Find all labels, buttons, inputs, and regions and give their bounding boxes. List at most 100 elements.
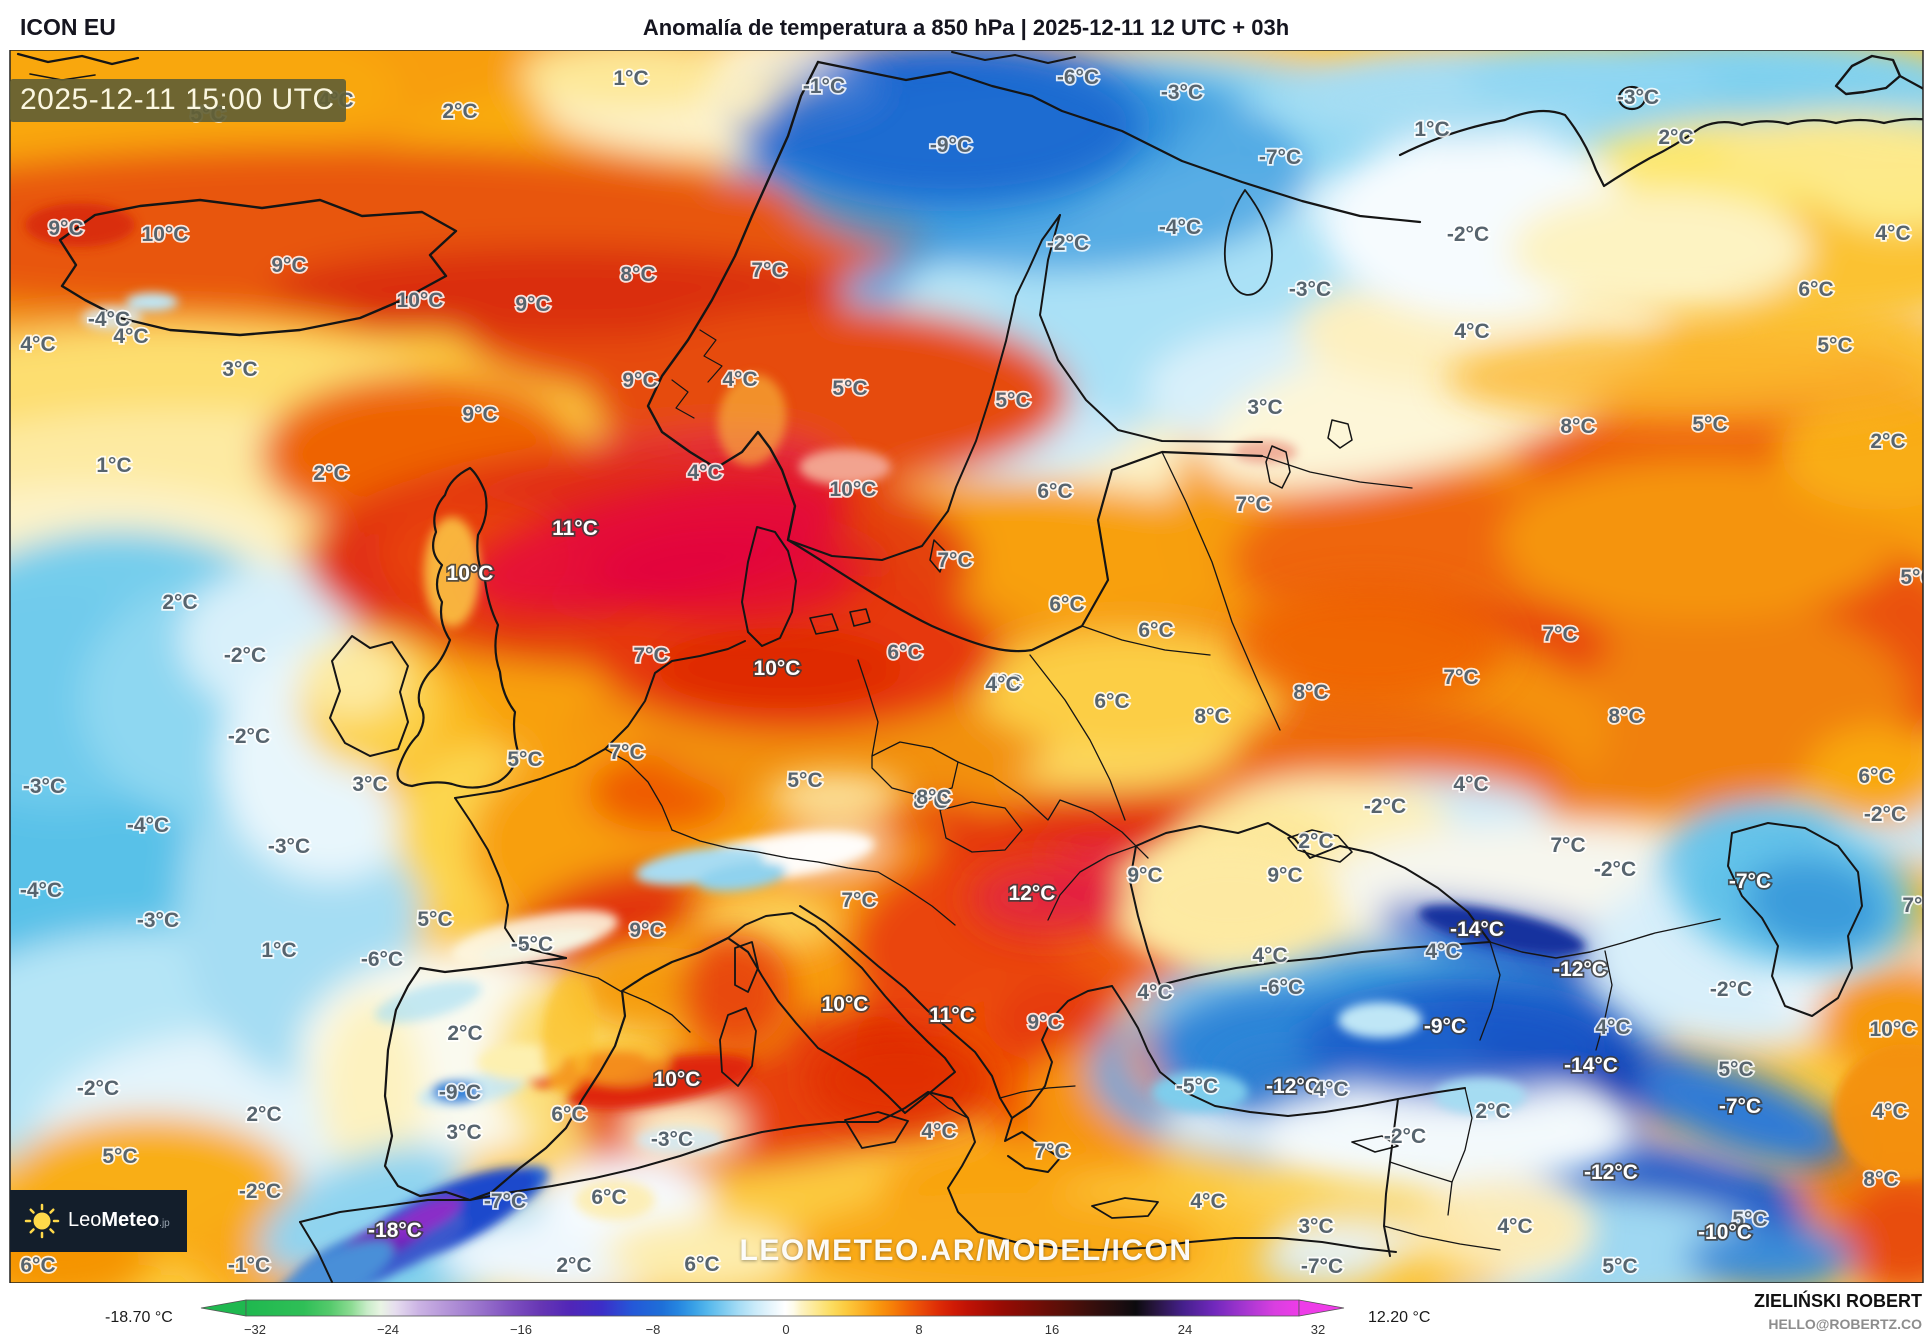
svg-text:4°C: 4°C <box>1875 222 1910 245</box>
svg-text:-2°C: -2°C <box>1364 795 1406 818</box>
svg-text:-7°C: -7°C <box>484 1190 526 1213</box>
svg-text:2°C: 2°C <box>1475 1100 1510 1123</box>
svg-text:5°C: 5°C <box>102 1145 137 1168</box>
svg-text:7°C: 7°C <box>841 889 876 912</box>
svg-text:-2°C: -2°C <box>1384 1125 1426 1148</box>
svg-text:6°C: 6°C <box>684 1253 719 1276</box>
svg-text:-6°C: -6°C <box>1057 66 1099 89</box>
svg-text:-1°C: -1°C <box>228 1254 270 1277</box>
svg-text:11°C: 11°C <box>929 1004 975 1027</box>
svg-text:4°C: 4°C <box>985 673 1020 696</box>
svg-text:2°C: 2°C <box>1298 830 1333 853</box>
svg-text:10°C: 10°C <box>654 1068 701 1091</box>
svg-text:9°C: 9°C <box>629 919 664 942</box>
svg-text:-2°C: -2°C <box>1710 978 1752 1001</box>
svg-text:7°C: 7°C <box>1902 894 1932 917</box>
svg-text:-5°C: -5°C <box>511 933 553 956</box>
svg-text:5°C: 5°C <box>995 389 1030 412</box>
svg-text:10°C: 10°C <box>822 993 869 1016</box>
svg-text:2°C: 2°C <box>447 1022 482 1045</box>
svg-text:7°C: 7°C <box>751 259 786 282</box>
svg-text:10°C: 10°C <box>1870 1018 1917 1041</box>
svg-text:4°C: 4°C <box>1497 1215 1532 1238</box>
svg-text:4°C: 4°C <box>1137 981 1172 1004</box>
svg-text:2°C: 2°C <box>246 1103 281 1126</box>
svg-text:4°C: 4°C <box>1313 1078 1348 1101</box>
svg-text:-2°C: -2°C <box>1047 232 1089 255</box>
svg-text:5°C: 5°C <box>507 748 542 771</box>
svg-text:-4°C: -4°C <box>127 814 169 837</box>
svg-text:9°C: 9°C <box>1267 864 1302 887</box>
svg-text:-3°C: -3°C <box>23 775 65 798</box>
svg-text:-3°C: -3°C <box>1289 278 1331 301</box>
svg-text:4°C: 4°C <box>20 333 55 356</box>
svg-text:5°C: 5°C <box>1900 566 1932 589</box>
svg-text:6°C: 6°C <box>1798 278 1833 301</box>
svg-text:10°C: 10°C <box>754 657 801 680</box>
svg-text:6°C: 6°C <box>1138 619 1173 642</box>
svg-text:2°C: 2°C <box>1870 430 1905 453</box>
svg-text:8°C: 8°C <box>620 263 655 286</box>
svg-text:1°C: 1°C <box>613 67 648 90</box>
svg-text:-18°C: -18°C <box>368 1219 422 1242</box>
svg-text:10°C: 10°C <box>397 289 444 312</box>
svg-text:1°C: 1°C <box>96 454 131 477</box>
svg-text:9°C: 9°C <box>271 254 306 277</box>
svg-text:6°C: 6°C <box>551 1103 586 1126</box>
svg-text:8°C: 8°C <box>1293 681 1328 704</box>
svg-text:4°C: 4°C <box>687 461 722 484</box>
svg-text:11°C: 11°C <box>552 517 598 540</box>
svg-text:-3°C: -3°C <box>268 835 310 858</box>
svg-text:-4°C: -4°C <box>1159 216 1201 239</box>
svg-text:-12°C: -12°C <box>1584 1161 1638 1184</box>
svg-text:4°C: 4°C <box>987 671 1022 694</box>
svg-text:-2°C: -2°C <box>1594 858 1636 881</box>
svg-text:-9°C: -9°C <box>439 1081 481 1104</box>
svg-text:4°C: 4°C <box>921 1120 956 1143</box>
svg-text:-2°C: -2°C <box>228 725 270 748</box>
svg-text:7°C: 7°C <box>1443 666 1478 689</box>
svg-text:3°C: 3°C <box>222 358 257 381</box>
svg-text:7°C: 7°C <box>1235 493 1270 516</box>
svg-text:-4°C: -4°C <box>20 879 62 902</box>
svg-text:-9°C: -9°C <box>1424 1015 1466 1038</box>
svg-text:2°C: 2°C <box>313 462 348 485</box>
svg-text:7°C: 7°C <box>1550 834 1585 857</box>
svg-text:8°C: 8°C <box>913 790 948 813</box>
svg-text:10°C: 10°C <box>142 223 189 246</box>
svg-text:8°C: 8°C <box>1608 705 1643 728</box>
svg-text:10°C: 10°C <box>830 478 877 501</box>
svg-text:7°C: 7°C <box>1542 623 1577 646</box>
svg-text:-9°C: -9°C <box>930 134 972 157</box>
svg-text:-14°C: -14°C <box>1564 1054 1618 1077</box>
svg-text:8°C: 8°C <box>1560 415 1595 438</box>
svg-text:5°C: 5°C <box>1692 413 1727 436</box>
svg-text:3°C: 3°C <box>1247 396 1282 419</box>
svg-text:-12°C: -12°C <box>1553 958 1607 981</box>
svg-text:9°C: 9°C <box>1127 864 1162 887</box>
svg-text:5°C: 5°C <box>787 769 822 792</box>
svg-text:1°C: 1°C <box>1414 118 1449 141</box>
svg-text:4°C: 4°C <box>1190 1190 1225 1213</box>
svg-text:-2°C: -2°C <box>239 1180 281 1203</box>
svg-text:-14°C: -14°C <box>1450 918 1504 941</box>
svg-text:3°C: 3°C <box>1298 1215 1333 1238</box>
svg-text:9°C: 9°C <box>462 403 497 426</box>
svg-text:-3°C: -3°C <box>651 1128 693 1151</box>
svg-text:4°C: 4°C <box>1872 1100 1907 1123</box>
svg-text:9°C: 9°C <box>622 369 657 392</box>
svg-text:9°C: 9°C <box>1027 1011 1062 1034</box>
svg-text:8°C: 8°C <box>916 786 951 809</box>
svg-text:8°C: 8°C <box>1863 1168 1898 1191</box>
svg-text:7°C: 7°C <box>609 741 644 764</box>
svg-text:1°C: 1°C <box>261 939 296 962</box>
svg-text:-2°C: -2°C <box>1447 223 1489 246</box>
svg-text:7°C: 7°C <box>633 644 668 667</box>
svg-text:4°C: 4°C <box>1454 320 1489 343</box>
svg-text:7°C: 7°C <box>1034 1140 1069 1163</box>
svg-text:-3°C: -3°C <box>137 909 179 932</box>
svg-text:-7°C: -7°C <box>1729 870 1771 893</box>
svg-text:6°C: 6°C <box>20 1254 55 1277</box>
svg-text:-2°C: -2°C <box>1864 803 1906 826</box>
svg-text:10°C: 10°C <box>447 562 494 585</box>
